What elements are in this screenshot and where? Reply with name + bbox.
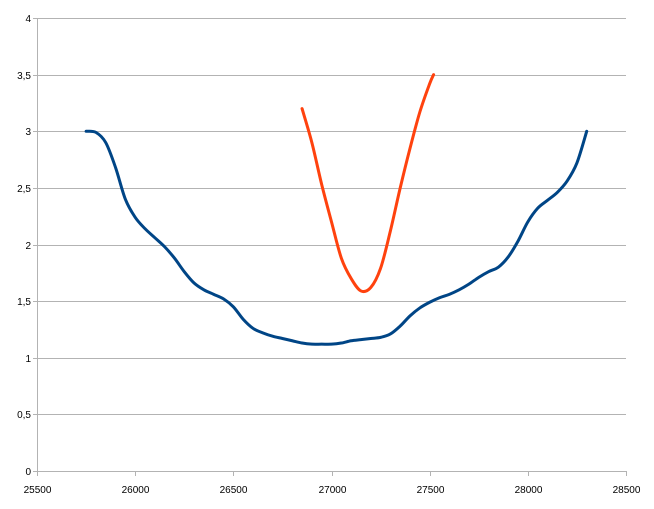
x-tick-label: 27000 — [319, 485, 347, 496]
y-tick-label: 3,5 — [17, 71, 31, 82]
y-tick-label: 0,5 — [17, 410, 31, 421]
series-lines — [84, 73, 589, 346]
grid-lines — [33, 18, 626, 472]
y-tick-label: 0 — [25, 467, 31, 478]
x-tick-label: 28000 — [515, 485, 543, 496]
series-line-2 — [300, 73, 436, 294]
y-tick-label: 1,5 — [17, 297, 31, 308]
y-tick-labels: 0 0,5 1 1,5 2 2,5 3 3,5 4 — [17, 14, 31, 478]
y-tick-label: 4 — [25, 14, 31, 25]
x-tick-labels: 25500 26000 26500 27000 27500 28000 28500 — [24, 485, 641, 496]
x-tick-label: 26000 — [122, 485, 150, 496]
y-tick-label: 1 — [25, 354, 31, 365]
axes — [33, 18, 627, 476]
y-tick-label: 3 — [25, 127, 31, 138]
x-tick-label: 27500 — [417, 485, 445, 496]
y-tick-label: 2 — [25, 241, 31, 252]
series-line-1 — [84, 129, 589, 346]
x-tick-label: 25500 — [24, 485, 52, 496]
y-tick-label: 2,5 — [17, 184, 31, 195]
x-tick-label: 28500 — [613, 485, 641, 496]
x-tick-label: 26500 — [220, 485, 248, 496]
